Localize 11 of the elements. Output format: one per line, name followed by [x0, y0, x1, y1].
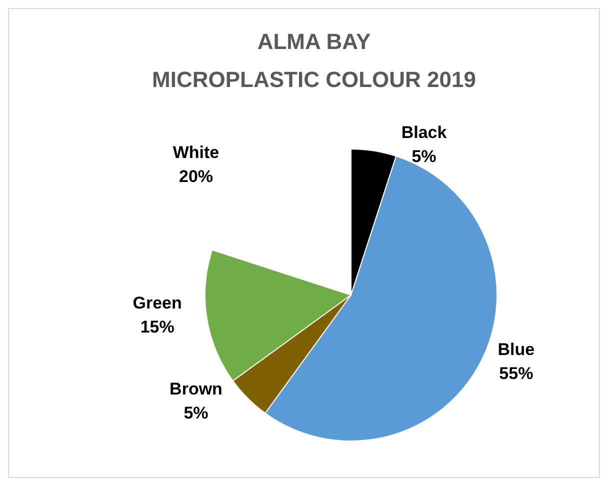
- data-label: 15%: [140, 317, 174, 336]
- slice-label: Black: [401, 122, 448, 142]
- slice-label: White: [172, 142, 220, 162]
- slice-label: Green: [132, 293, 182, 312]
- data-label: 5%: [412, 146, 436, 166]
- data-label: 5%: [184, 403, 208, 422]
- chart-title: ALMA BAY MICROPLASTIC COLOUR 2019: [151, 28, 477, 94]
- slice-label: Brown: [170, 379, 222, 398]
- slice-label: Blue: [498, 340, 535, 359]
- data-label: 55%: [499, 364, 534, 383]
- data-label: 20%: [178, 166, 214, 186]
